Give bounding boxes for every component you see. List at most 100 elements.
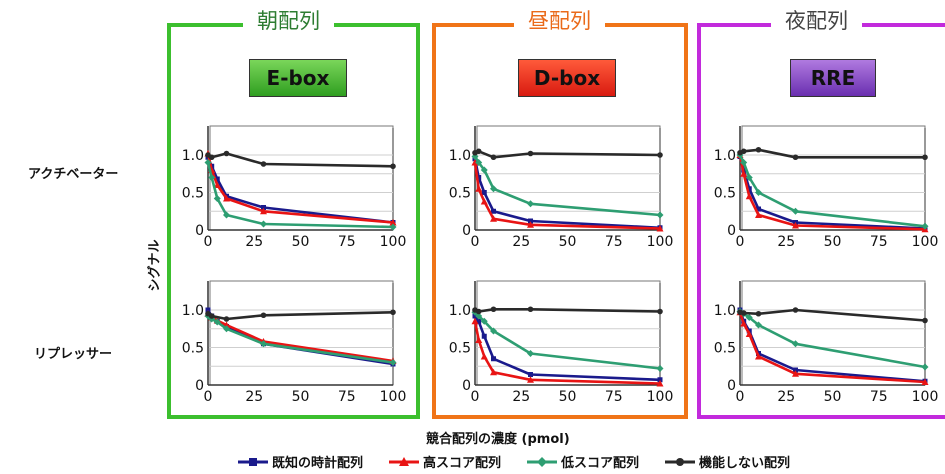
data-point — [390, 309, 396, 316]
x-tick-label: 100 — [647, 234, 674, 250]
data-point — [755, 310, 762, 317]
data-point — [260, 340, 267, 348]
series-line — [473, 158, 661, 230]
x-tick-label: 50 — [292, 389, 310, 405]
data-point — [740, 159, 748, 166]
y-tick-label: 1.0 — [714, 303, 736, 319]
x-tick-label: 25 — [512, 234, 530, 250]
data-point — [475, 148, 482, 155]
data-point — [481, 190, 487, 195]
data-point — [208, 154, 215, 161]
data-point — [490, 154, 497, 161]
data-point — [205, 307, 211, 313]
x-tick-label: 0 — [471, 389, 480, 405]
y-tick-label: 0.5 — [449, 341, 471, 357]
legend: 既知の時計配列 高スコア配列 低スコア配列 機能しない配列 — [238, 452, 790, 471]
data-point — [740, 148, 747, 155]
series-line — [473, 162, 661, 230]
x-tick-label: 50 — [824, 234, 842, 250]
y-tick-label: 0.5 — [714, 341, 736, 357]
legend-marker-square-icon — [238, 457, 268, 466]
data-point — [204, 159, 212, 166]
data-point — [740, 310, 747, 316]
data-point — [471, 317, 479, 325]
y-tick-label: 0.5 — [449, 186, 471, 202]
data-point — [208, 174, 216, 181]
legend-label: 既知の時計配列 — [272, 456, 364, 471]
plot-area — [741, 125, 926, 231]
legend-item-nonfunctional: 機能しない配列 — [665, 452, 790, 471]
panel-title-morning: 朝配列 — [243, 9, 334, 33]
data-point — [491, 356, 496, 362]
x-axis-label: 競合配列の濃度 (pmol) — [426, 432, 570, 447]
data-point — [740, 320, 748, 327]
data-point — [223, 195, 230, 202]
x-tick-label: 0 — [204, 389, 213, 405]
data-point — [223, 316, 230, 322]
badge-d-box: D-box — [518, 59, 616, 97]
data-point — [480, 317, 488, 325]
data-point — [527, 350, 534, 357]
data-point — [476, 318, 482, 324]
y-tick-label: 0.5 — [182, 186, 204, 202]
x-tick-label: 75 — [870, 389, 888, 405]
x-tick-label: 25 — [245, 234, 263, 250]
data-point — [475, 312, 483, 320]
x-tick-label: 75 — [605, 389, 623, 405]
data-point — [656, 365, 664, 372]
data-point — [922, 154, 928, 161]
data-point — [745, 314, 753, 321]
data-point — [792, 207, 799, 215]
data-point — [260, 207, 267, 215]
data-point — [921, 363, 929, 371]
data-point — [472, 313, 478, 319]
x-tick-label: 25 — [777, 234, 795, 250]
badge-e-box: E-box — [249, 59, 347, 97]
data-point — [746, 186, 752, 192]
x-tick-label: 25 — [245, 389, 263, 405]
data-point — [792, 154, 799, 161]
y-tick-label: 0 — [727, 378, 736, 394]
data-point — [756, 206, 761, 212]
x-tick-label: 100 — [912, 389, 939, 405]
data-point — [480, 198, 488, 205]
legend-marker-triangle-icon — [389, 456, 420, 466]
data-point — [527, 200, 534, 208]
data-point — [527, 221, 534, 228]
data-point — [657, 152, 663, 158]
data-point — [475, 159, 483, 166]
data-point — [223, 150, 230, 157]
data-point — [480, 353, 488, 360]
data-point — [208, 313, 215, 319]
data-point — [390, 163, 396, 170]
data-point — [792, 307, 799, 313]
y-tick-label: 1.0 — [714, 148, 736, 164]
data-point — [223, 211, 230, 219]
y-tick-label: 0.5 — [182, 341, 204, 357]
plot-area — [741, 280, 926, 386]
data-point — [475, 336, 483, 343]
x-tick-label: 100 — [912, 234, 939, 250]
data-point — [528, 372, 533, 377]
data-point — [260, 161, 267, 167]
data-point — [657, 377, 663, 383]
legend-label: 機能しない配列 — [699, 456, 791, 471]
data-point — [475, 185, 483, 192]
data-point — [755, 146, 762, 153]
data-point — [527, 376, 534, 383]
data-point — [476, 175, 482, 180]
x-tick-label: 50 — [292, 234, 310, 250]
x-tick-label: 75 — [605, 234, 623, 250]
data-point — [491, 208, 496, 214]
data-point — [921, 378, 929, 385]
data-point — [389, 223, 397, 231]
data-point — [481, 333, 487, 339]
x-tick-label: 25 — [777, 389, 795, 405]
y-tick-label: 0 — [195, 223, 204, 239]
data-point — [214, 176, 220, 182]
data-point — [213, 195, 221, 202]
y-tick-label: 1.0 — [449, 148, 471, 164]
data-point — [755, 353, 762, 360]
data-point — [475, 308, 482, 315]
